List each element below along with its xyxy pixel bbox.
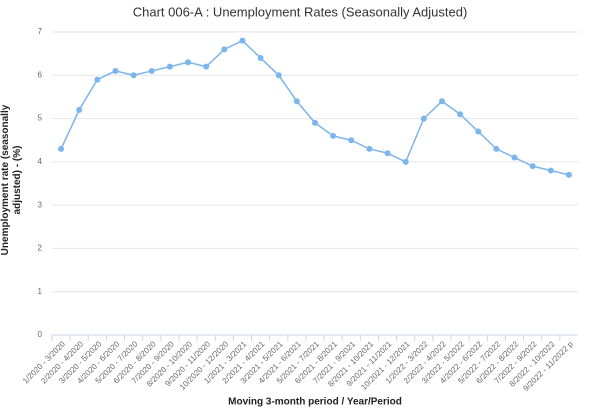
point (402, 158, 409, 165)
point (475, 128, 482, 135)
point (221, 46, 228, 53)
chart-title: Chart 006-A : Unemployment Rates (Season… (133, 4, 468, 19)
y-tick-label: 1 (38, 287, 43, 296)
y-axis-title-box: Unemployment rate (seasonally adjusted) … (0, 104, 23, 256)
y-tick-label: 2 (38, 244, 43, 253)
point (366, 145, 373, 152)
line (60, 39, 570, 176)
y-tick-label: 7 (38, 27, 43, 36)
point (58, 145, 65, 152)
point (239, 37, 246, 44)
point (420, 115, 427, 122)
point (565, 171, 572, 178)
point (330, 132, 337, 139)
point (94, 76, 101, 83)
y-tick-label: 0 (38, 330, 43, 339)
point (166, 63, 173, 70)
x-axis-title: Moving 3-month period / Year/Period (228, 397, 402, 408)
point (257, 54, 264, 61)
point (293, 98, 300, 105)
point (76, 106, 83, 113)
point (511, 154, 518, 161)
point (148, 67, 155, 74)
point (384, 150, 391, 157)
point (547, 167, 554, 174)
point (203, 63, 210, 70)
y-tick-label: 3 (38, 200, 43, 209)
y-tick-label: 4 (38, 157, 43, 166)
point (130, 72, 137, 79)
point (185, 59, 192, 66)
point (438, 98, 445, 105)
point (112, 67, 119, 74)
y-tick-label: 6 (38, 70, 43, 79)
point (275, 72, 282, 79)
y-axis-title: Unemployment rate (seasonally adjusted) … (0, 104, 23, 256)
point (348, 137, 355, 144)
y-tick-label: 5 (38, 114, 43, 123)
point (457, 111, 464, 118)
point (493, 145, 500, 152)
point (529, 163, 536, 170)
point (312, 119, 318, 126)
